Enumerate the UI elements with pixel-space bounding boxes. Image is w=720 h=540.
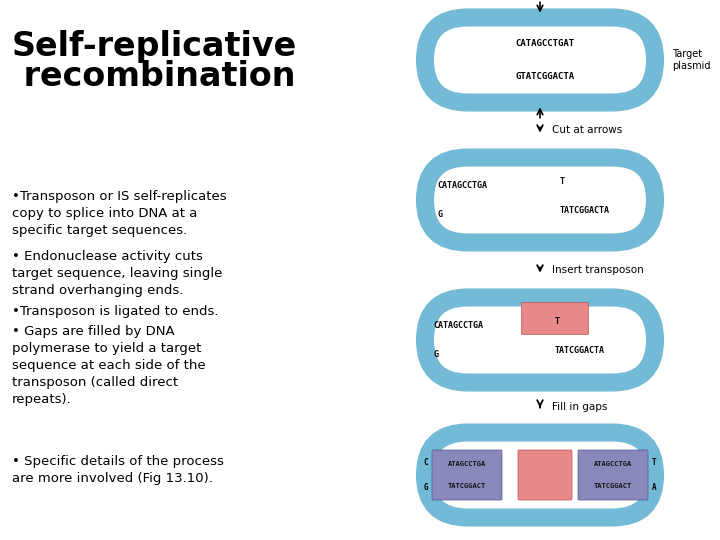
Text: Insert transposon: Insert transposon bbox=[552, 265, 644, 275]
FancyBboxPatch shape bbox=[521, 302, 588, 334]
Text: CATAGCCTGA: CATAGCCTGA bbox=[433, 321, 483, 330]
Text: GTATCGGACTA: GTATCGGACTA bbox=[516, 72, 575, 81]
Text: • Specific details of the process
are more involved (Fig 13.10).: • Specific details of the process are mo… bbox=[12, 455, 224, 485]
Text: A: A bbox=[652, 483, 657, 492]
FancyBboxPatch shape bbox=[518, 450, 572, 500]
Text: G: G bbox=[423, 483, 428, 492]
Text: TATCGGACTA: TATCGGACTA bbox=[555, 346, 605, 355]
FancyBboxPatch shape bbox=[578, 450, 648, 500]
Text: T: T bbox=[652, 458, 657, 467]
Text: •Transposon or IS self-replicates
copy to splice into DNA at a
specific target s: •Transposon or IS self-replicates copy t… bbox=[12, 190, 227, 237]
Text: C: C bbox=[423, 458, 428, 467]
Text: Fill in gaps: Fill in gaps bbox=[552, 402, 608, 413]
Text: G: G bbox=[437, 210, 442, 219]
Text: recombination: recombination bbox=[12, 60, 295, 93]
Text: T: T bbox=[560, 177, 565, 186]
FancyBboxPatch shape bbox=[432, 450, 502, 500]
Text: ATAGCCTGA: ATAGCCTGA bbox=[448, 461, 486, 467]
Text: Cut at arrows: Cut at arrows bbox=[552, 125, 622, 135]
Text: ATAGCCTGA: ATAGCCTGA bbox=[594, 461, 632, 467]
Text: T: T bbox=[555, 317, 560, 326]
Text: TATCGGACT: TATCGGACT bbox=[594, 483, 632, 489]
Text: •Transposon is ligated to ends.: •Transposon is ligated to ends. bbox=[12, 305, 218, 318]
Text: CATAGCCTGA: CATAGCCTGA bbox=[437, 181, 487, 190]
Text: • Gaps are filled by DNA
polymerase to yield a target
sequence at each side of t: • Gaps are filled by DNA polymerase to y… bbox=[12, 325, 206, 406]
Text: Self-replicative: Self-replicative bbox=[12, 30, 297, 63]
Text: TATCGGACT: TATCGGACT bbox=[448, 483, 486, 489]
Text: Target
plasmid: Target plasmid bbox=[672, 49, 711, 71]
Text: • Endonuclease activity cuts
target sequence, leaving single
strand overhanging : • Endonuclease activity cuts target sequ… bbox=[12, 250, 222, 297]
Text: G: G bbox=[433, 350, 438, 359]
Text: CATAGCCTGAT: CATAGCCTGAT bbox=[516, 39, 575, 48]
Text: TATCGGACTA: TATCGGACTA bbox=[560, 206, 610, 215]
